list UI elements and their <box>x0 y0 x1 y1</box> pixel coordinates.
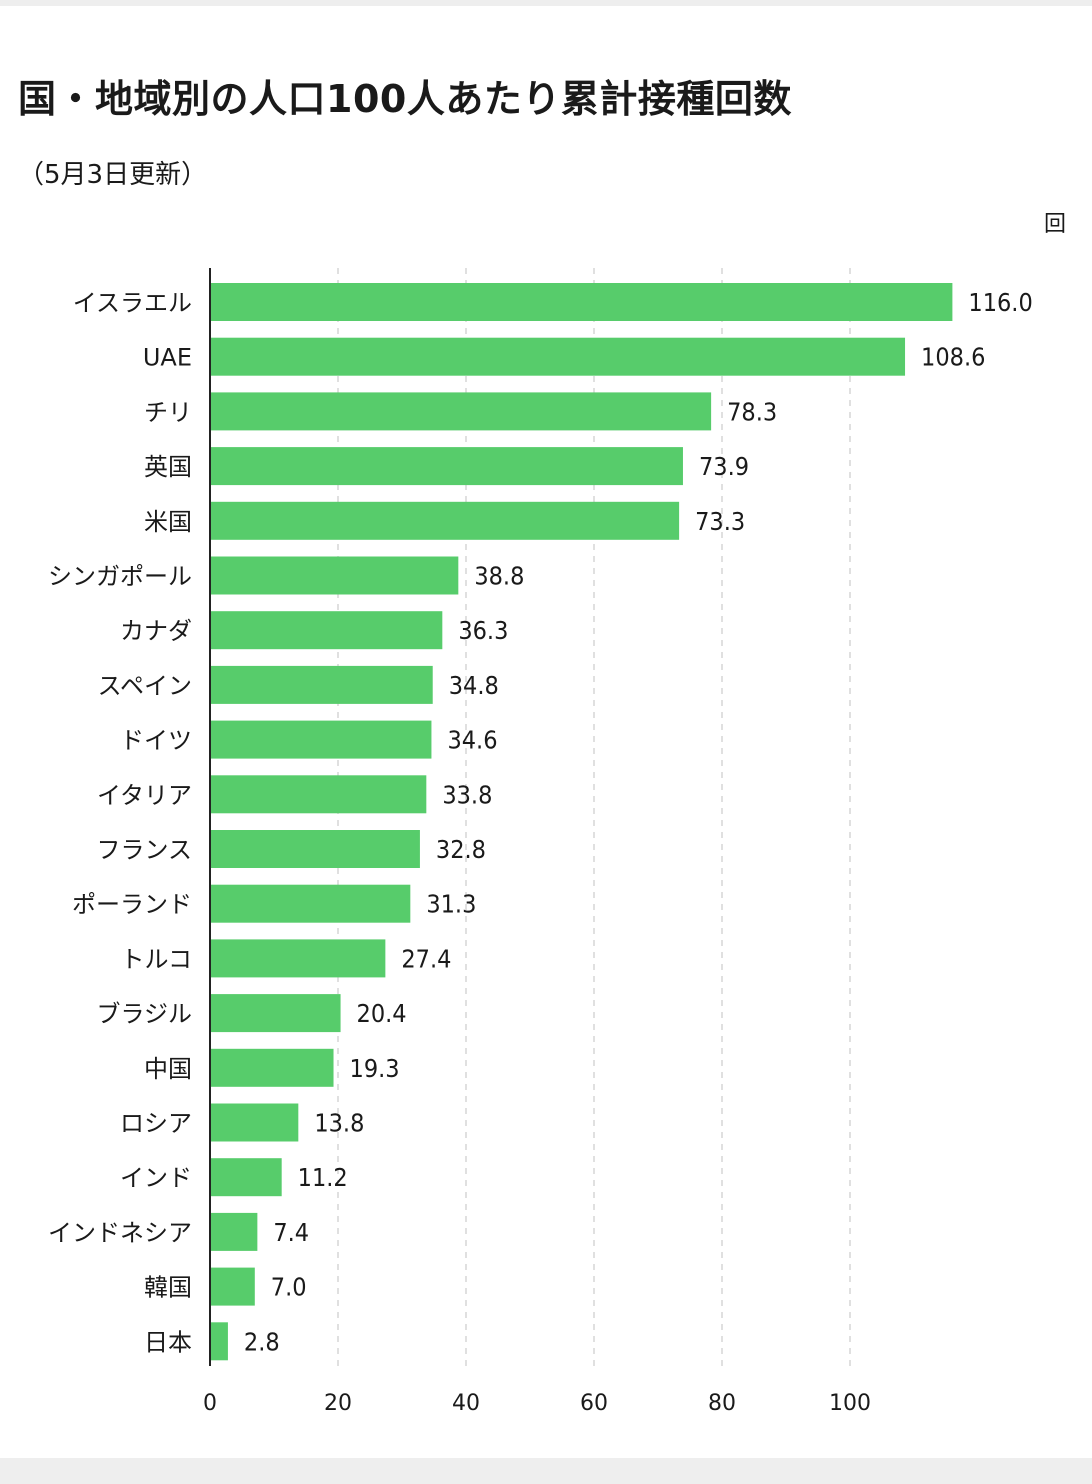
bar <box>210 392 712 431</box>
category-labels: イスラエル UAE チリ英国米国シンガポールカナダスペインドイツイタリアフランスポー… <box>48 289 192 1356</box>
category-label: ドイツ <box>120 727 192 755</box>
x-tick-label: 80 <box>708 1391 736 1416</box>
value-label: 19.3 <box>350 1054 400 1083</box>
category-label: チリ <box>144 398 192 426</box>
x-tick-label: 0 <box>203 1391 217 1416</box>
category-label: ポーランド <box>72 891 192 919</box>
value-label: 32.8 <box>436 835 486 864</box>
value-label: 78.3 <box>727 397 777 426</box>
value-label: 36.3 <box>458 616 508 645</box>
bars <box>210 283 953 1361</box>
value-label: 27.4 <box>401 944 451 973</box>
bar <box>210 994 341 1033</box>
bar <box>210 556 459 595</box>
value-labels: 116.0 108.6 78.3 73.9 73.3 38.8 36.3 34.8 34.6 33… <box>244 288 1033 1356</box>
bar <box>210 283 953 321</box>
category-label: シンガポール <box>48 563 192 591</box>
value-label: 7.0 <box>271 1273 307 1302</box>
value-label: 31.3 <box>426 890 476 919</box>
bar <box>210 1103 299 1142</box>
category-label: トルコ <box>120 945 192 973</box>
category-label: 英国 <box>144 453 192 481</box>
value-label: 108.6 <box>921 343 985 372</box>
x-tick-label: 100 <box>829 1391 871 1416</box>
chart-title: 国・地域別の人口100人あたり累計接種回数 <box>18 77 792 121</box>
x-tick-label: 40 <box>452 1391 480 1416</box>
value-label: 38.8 <box>474 562 524 591</box>
bar <box>210 720 432 759</box>
bar <box>210 447 683 486</box>
category-label: 日本 <box>144 1328 192 1356</box>
bar <box>210 830 420 868</box>
bar <box>210 1158 282 1197</box>
value-label: 2.8 <box>244 1327 280 1356</box>
category-label: インドネシア <box>48 1219 192 1247</box>
bar <box>210 884 411 923</box>
bar <box>210 1267 255 1306</box>
x-tick-labels: 0 20 40 60 80 100 <box>203 1391 871 1416</box>
value-label: 34.8 <box>449 671 499 700</box>
category-label: カナダ <box>120 617 192 645</box>
category-label: インド <box>120 1164 192 1192</box>
bar <box>210 665 433 704</box>
value-label: 73.3 <box>695 507 745 536</box>
bar <box>210 611 443 650</box>
category-label: 中国 <box>144 1055 192 1083</box>
bar <box>210 939 386 978</box>
x-tick-label: 60 <box>580 1391 608 1416</box>
value-label: 20.4 <box>357 999 407 1028</box>
bar <box>210 1322 228 1361</box>
value-label: 11.2 <box>298 1163 348 1192</box>
bar <box>210 775 427 814</box>
value-label: 34.6 <box>447 726 497 755</box>
bar <box>210 501 680 540</box>
chart-card: 国・地域別の人口100人あたり累計接種回数 （5月3日更新） 回 <box>0 6 1092 1458</box>
value-label: 7.4 <box>273 1218 309 1247</box>
value-label: 13.8 <box>314 1109 364 1138</box>
category-label: 韓国 <box>144 1274 192 1302</box>
category-label: ブラジル <box>96 1000 192 1028</box>
value-label: 33.8 <box>442 780 492 809</box>
bar <box>210 337 906 376</box>
chart-subtitle: （5月3日更新） <box>18 160 208 190</box>
category-label: ロシア <box>120 1110 192 1138</box>
category-label: UAE <box>143 344 192 372</box>
category-label: スペイン <box>98 672 192 700</box>
x-tick-label: 20 <box>324 1391 352 1416</box>
value-label: 73.9 <box>699 452 749 481</box>
bar <box>210 1048 334 1087</box>
value-label: 116.0 <box>968 288 1032 317</box>
unit-label: 回 <box>1043 212 1066 237</box>
bar <box>210 1212 258 1251</box>
category-label: イタリア <box>97 781 192 809</box>
category-label: フランス <box>96 836 192 864</box>
gridlines <box>337 268 851 1366</box>
category-label: 米国 <box>144 508 192 536</box>
category-label: イスラエル <box>73 289 192 317</box>
